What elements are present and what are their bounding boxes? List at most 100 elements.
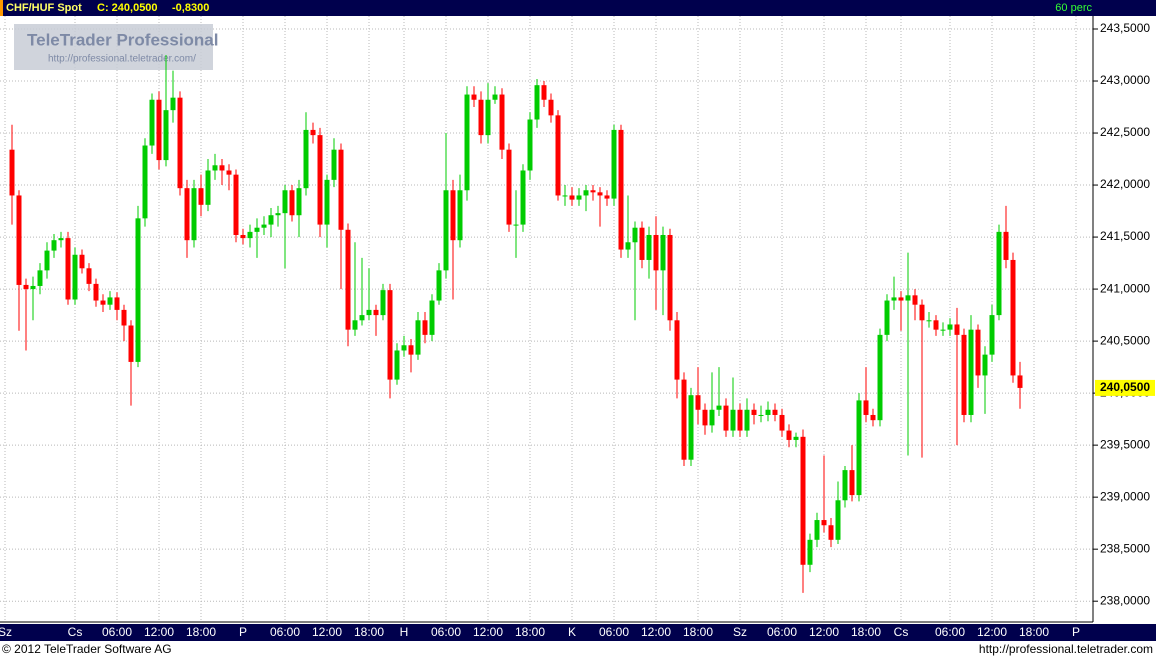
candle-body [919, 304, 925, 321]
x-tick-label: 06:00 [935, 625, 965, 639]
candle-body [1010, 259, 1016, 376]
candle-body [821, 520, 827, 526]
candle-body [576, 195, 582, 200]
candle-body [436, 270, 442, 301]
candle-body [772, 409, 778, 415]
candle-body [100, 300, 106, 305]
candle-body [639, 227, 645, 260]
x-tick-label: Sz [733, 625, 747, 639]
watermark-box [14, 24, 213, 70]
candle-body [674, 320, 680, 380]
candle-body [282, 190, 288, 214]
candle-body [373, 309, 379, 316]
candle-body [548, 99, 554, 116]
candle-body [646, 234, 652, 260]
candle-body [562, 195, 568, 197]
candle-body [632, 227, 638, 243]
candle-body [527, 119, 533, 171]
x-tick-label: Sz [0, 625, 12, 639]
candle-body [51, 240, 57, 251]
candle-body [485, 99, 491, 136]
candle-body [737, 409, 743, 431]
candle-body [912, 295, 918, 305]
x-tick-label: 18:00 [851, 625, 881, 639]
candle-body [779, 414, 785, 431]
candle-body [408, 345, 414, 355]
x-tick-label: 18:00 [186, 625, 216, 639]
candle-body [170, 97, 176, 111]
candle-body [961, 334, 967, 415]
candle-body [884, 300, 890, 335]
y-tick-label: 243,0000 [1100, 73, 1150, 87]
x-tick-label: 12:00 [312, 625, 342, 639]
candle-body [177, 97, 183, 189]
candle-body [247, 231, 253, 239]
candle-body [478, 99, 484, 136]
candle-body [30, 285, 36, 290]
candle-body [940, 329, 946, 331]
x-tick-label: 06:00 [102, 625, 132, 639]
y-tick-label: 239,0000 [1100, 489, 1150, 503]
candle-body [842, 470, 848, 501]
candle-body [863, 400, 869, 415]
y-tick-label: 242,5000 [1100, 125, 1150, 139]
candle-body [1017, 375, 1023, 388]
candle-body [996, 231, 1002, 316]
candle-body [429, 300, 435, 335]
candle-body [870, 414, 876, 421]
candle-body [800, 436, 806, 565]
x-tick-label: 06:00 [599, 625, 629, 639]
candle-body [289, 190, 295, 216]
candle-body [366, 309, 372, 316]
x-tick-label: 18:00 [683, 625, 713, 639]
candle-body [583, 190, 589, 196]
candle-body [331, 149, 337, 180]
candle-body [401, 345, 407, 351]
candle-body [947, 324, 953, 330]
candle-body [44, 250, 50, 271]
footer-copyright: © 2012 TeleTrader Software AG [2, 642, 172, 656]
candle-body [926, 320, 932, 322]
candle-body [93, 283, 99, 301]
y-tick-label: 242,0000 [1100, 177, 1150, 191]
candle-body [184, 188, 190, 241]
x-tick-label: 06:00 [270, 625, 300, 639]
candle-body [828, 525, 834, 540]
candle-body [709, 409, 715, 426]
candle-body [23, 284, 29, 290]
x-tick-label: 12:00 [641, 625, 671, 639]
x-tick-label: 06:00 [767, 625, 797, 639]
candle-body [744, 409, 750, 431]
candle-body [121, 309, 127, 326]
candle-body [226, 170, 232, 175]
candle-body [625, 242, 631, 250]
candle-body [814, 520, 820, 540]
candle-body [128, 325, 134, 362]
x-tick-label: P [239, 625, 247, 639]
candle-body [590, 190, 596, 193]
candle-body [688, 395, 694, 460]
candle-body [751, 409, 757, 415]
header-bar [0, 0, 1156, 16]
y-tick-label: 240,5000 [1100, 333, 1150, 347]
candle-body [205, 170, 211, 205]
x-tick-label: K [568, 625, 576, 639]
y-tick-label: 243,5000 [1100, 21, 1150, 35]
candle-body [989, 315, 995, 355]
candle-body [359, 315, 365, 321]
candle-body [499, 94, 505, 150]
candle-body [520, 170, 526, 225]
candle-body [877, 334, 883, 421]
candle-body [163, 110, 169, 161]
candle-body [723, 405, 729, 431]
x-tick-label: 18:00 [1019, 625, 1049, 639]
candle-body [317, 135, 323, 225]
candle-body [65, 238, 71, 300]
candle-body [352, 320, 358, 330]
candle-body [72, 254, 78, 300]
x-tick-label: Cs [894, 625, 909, 639]
y-tick-label: 238,0000 [1100, 593, 1150, 607]
candle-body [716, 405, 722, 410]
x-tick-label: Cs [68, 625, 83, 639]
candle-body [219, 165, 225, 171]
